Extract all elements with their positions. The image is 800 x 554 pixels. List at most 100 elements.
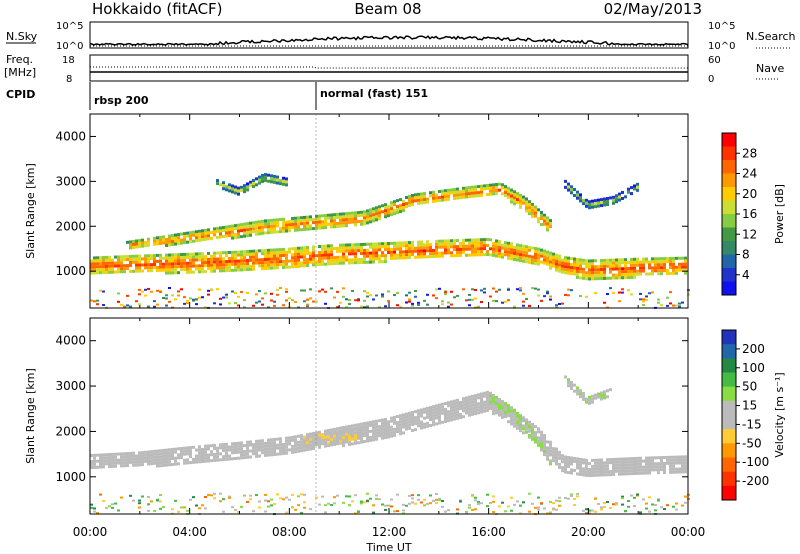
heatmap-cell (213, 497, 216, 500)
heatmap-cell (303, 221, 306, 225)
heatmap-cell (270, 174, 273, 178)
heatmap-cell (381, 503, 384, 506)
heatmap-cell (363, 260, 366, 264)
heatmap-cell (642, 263, 645, 267)
heatmap-cell (492, 244, 495, 248)
heatmap-cell (588, 509, 591, 512)
heatmap-cell (267, 450, 270, 454)
heatmap-cell (267, 179, 270, 183)
heatmap-cell (663, 455, 666, 459)
heatmap-cell (540, 260, 543, 264)
heatmap-cell (207, 493, 210, 496)
heatmap-cell (582, 261, 585, 265)
heatmap-cell (327, 438, 330, 442)
heatmap-cell (681, 470, 684, 474)
heatmap-cell (384, 424, 387, 428)
heatmap-cell (462, 403, 465, 407)
heatmap-cell (213, 492, 216, 495)
heatmap-cell (390, 428, 393, 432)
heatmap-cell (651, 257, 654, 261)
nsky-tick-bottom: 10^0 (56, 41, 83, 52)
heatmap-cell (267, 438, 270, 442)
heatmap-cell (198, 296, 201, 299)
heatmap-cell (639, 459, 642, 463)
heatmap-cell (159, 507, 162, 510)
heatmap-cell (342, 246, 345, 250)
heatmap-cell (345, 258, 348, 262)
heatmap-cell (144, 244, 147, 248)
heatmap-cell (405, 253, 408, 257)
heatmap-cell (486, 249, 489, 253)
heatmap-cell (174, 271, 177, 275)
heatmap-cell (621, 460, 624, 464)
heatmap-cell (546, 292, 549, 295)
heatmap-cell (411, 246, 414, 250)
heatmap-cell (108, 270, 111, 274)
heatmap-cell (135, 269, 138, 273)
cpid-label: CPID (6, 88, 35, 101)
heatmap-cell (93, 462, 96, 466)
heatmap-cell (207, 293, 210, 296)
heatmap-cell (210, 260, 213, 264)
heatmap-cell (510, 191, 513, 195)
heatmap-cell (279, 286, 282, 289)
heatmap-cell (192, 457, 195, 461)
heatmap-cell (297, 216, 300, 220)
heatmap-cell (132, 463, 135, 467)
heatmap-cell (453, 191, 456, 195)
heatmap-cell (618, 258, 621, 262)
heatmap-cell (564, 293, 567, 296)
heatmap-cell (180, 253, 183, 257)
heatmap-cell (471, 238, 474, 242)
heatmap-cell (588, 395, 591, 399)
heatmap-cell (354, 223, 357, 227)
heatmap-cell (306, 298, 309, 301)
heatmap-cell (543, 255, 546, 259)
heatmap-cell (507, 288, 510, 291)
heatmap-cell (570, 266, 573, 270)
heatmap-cell (540, 439, 543, 443)
y-tick-label: 1000 (55, 264, 86, 278)
heatmap-cell (222, 455, 225, 459)
heatmap-cell (597, 392, 600, 396)
heatmap-cell (363, 254, 366, 258)
heatmap-cell (645, 507, 648, 510)
heatmap-cell (201, 270, 204, 274)
heatmap-cell (351, 424, 354, 428)
heatmap-cell (432, 190, 435, 194)
heatmap-cell (444, 195, 447, 199)
heatmap-cell (447, 410, 450, 414)
heatmap-cell (663, 464, 666, 468)
heatmap-cell (168, 463, 171, 467)
heatmap-cell (669, 259, 672, 263)
heatmap-cell (132, 454, 135, 458)
heatmap-cell (504, 185, 507, 189)
heatmap-cell (348, 495, 351, 498)
heatmap-cell (252, 452, 255, 456)
heatmap-cell (270, 221, 273, 225)
heatmap-cell (420, 192, 423, 196)
heatmap-cell (447, 301, 450, 304)
x-tick-label: 12:00 (372, 525, 407, 539)
heatmap-cell (603, 267, 606, 271)
heatmap-cell (387, 420, 390, 424)
heatmap-cell (483, 247, 486, 251)
heatmap-cell (90, 460, 93, 464)
heatmap-cell (216, 263, 219, 267)
heatmap-cell (168, 240, 171, 244)
heatmap-cell (642, 260, 645, 264)
heatmap-cell (216, 446, 219, 450)
heatmap-cell (666, 455, 669, 459)
heatmap-cell (294, 438, 297, 442)
heatmap-cell (150, 453, 153, 457)
heatmap-cell (453, 417, 456, 421)
heatmap-cell (228, 256, 231, 260)
heatmap-cell (243, 225, 246, 229)
heatmap-cell (363, 222, 366, 226)
heatmap-cell (156, 455, 159, 459)
heatmap-cell (393, 209, 396, 213)
heatmap-cell (150, 254, 153, 258)
heatmap-cell (453, 242, 456, 246)
heatmap-cell (588, 468, 591, 472)
heatmap-cell (498, 410, 501, 414)
